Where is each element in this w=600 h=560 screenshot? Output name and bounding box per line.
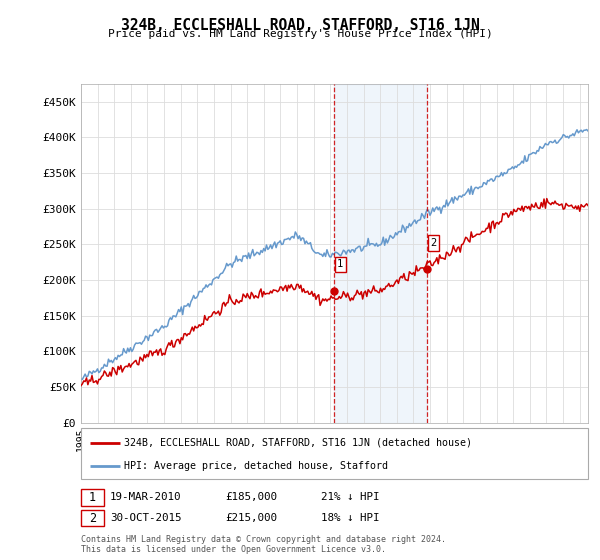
Text: 324B, ECCLESHALL ROAD, STAFFORD, ST16 1JN (detached house): 324B, ECCLESHALL ROAD, STAFFORD, ST16 1J… [124, 437, 472, 447]
Text: 2: 2 [431, 238, 437, 248]
Text: £185,000: £185,000 [225, 492, 277, 502]
Text: 324B, ECCLESHALL ROAD, STAFFORD, ST16 1JN: 324B, ECCLESHALL ROAD, STAFFORD, ST16 1J… [121, 18, 479, 33]
Text: 19-MAR-2010: 19-MAR-2010 [110, 492, 181, 502]
Text: 18% ↓ HPI: 18% ↓ HPI [321, 513, 380, 523]
Text: Contains HM Land Registry data © Crown copyright and database right 2024.
This d: Contains HM Land Registry data © Crown c… [81, 535, 446, 554]
Text: 1: 1 [337, 259, 343, 269]
Text: £215,000: £215,000 [225, 513, 277, 523]
Text: HPI: Average price, detached house, Stafford: HPI: Average price, detached house, Staf… [124, 461, 388, 471]
Text: 30-OCT-2015: 30-OCT-2015 [110, 513, 181, 523]
Bar [334, 84, 427, 423]
Text: Price paid vs. HM Land Registry's House Price Index (HPI): Price paid vs. HM Land Registry's House … [107, 29, 493, 39]
Text: 1: 1 [89, 491, 96, 504]
Text: 21% ↓ HPI: 21% ↓ HPI [321, 492, 380, 502]
Text: 2: 2 [89, 511, 96, 525]
